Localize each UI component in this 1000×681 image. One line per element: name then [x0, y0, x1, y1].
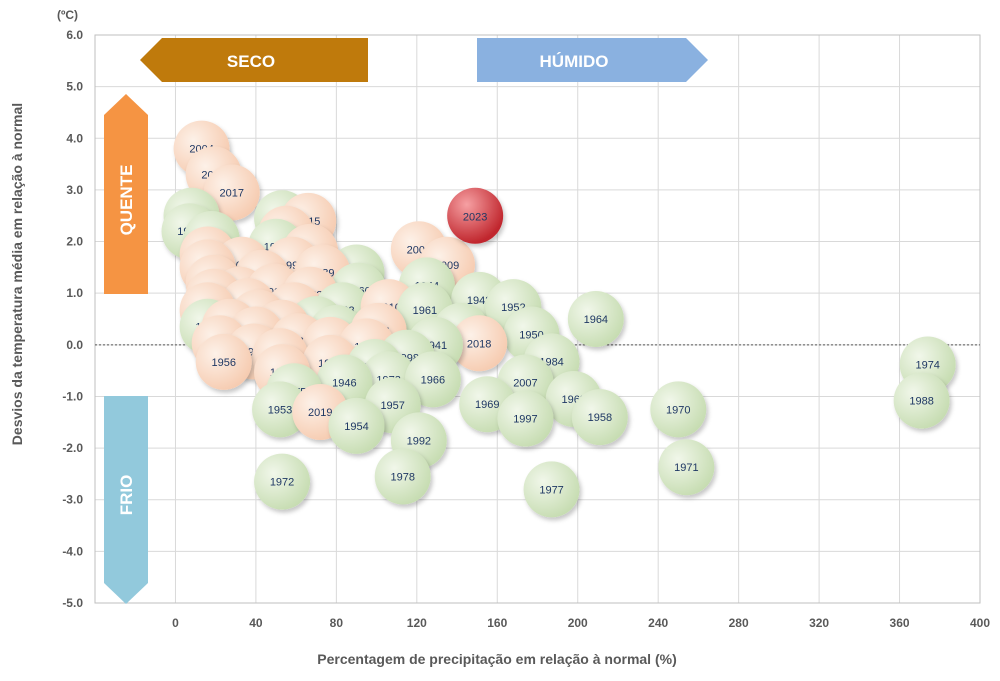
bubble-circle [328, 397, 385, 454]
bubble-1972: 1972 [254, 453, 311, 510]
bubble-label: 2023 [463, 212, 487, 224]
bubble-1953: 1953 [252, 381, 309, 438]
bubble-circle [523, 461, 580, 518]
bubble-label: 1957 [380, 400, 404, 412]
bubble-circle [567, 291, 624, 347]
y-tick-label: -2.0 [62, 441, 83, 455]
seco-arrow: SECO [140, 38, 368, 82]
bubble-label: 1961 [413, 305, 437, 317]
bubble-circle [447, 187, 504, 244]
bubble-label: 1964 [584, 314, 608, 326]
bubble-circle [374, 448, 431, 505]
y-tick-label: 6.0 [66, 28, 83, 42]
bubble-label: 1971 [674, 462, 698, 474]
x-tick-label: 160 [487, 616, 507, 630]
y-tick-labels: 6.0 5.0 4.0 3.0 2.0 1.0 0.0 -1.0 -2.0 -3.0 -4.0 -5.… [62, 28, 83, 610]
y-tick-label: -5.0 [62, 596, 83, 610]
y-axis-title: Desvios da temperatura média em relação … [9, 103, 25, 445]
plot-border [94, 34, 981, 604]
bubble-circle [404, 351, 461, 408]
bubble-1997: 1997 [497, 390, 554, 447]
humido-arrow-label: HÚMIDO [540, 52, 609, 71]
bubble-1977: 1977 [523, 461, 580, 518]
bubble-circle [254, 453, 311, 510]
x-tick-label: 120 [407, 616, 427, 630]
frio-arrow-label: FRIO [117, 475, 136, 516]
frio-arrow: FRIO [104, 396, 148, 604]
y-tick-label: -3.0 [62, 493, 83, 507]
x-tick-label: 240 [648, 616, 668, 630]
x-axis-title: Percentagem de precipitação em relação à… [317, 651, 676, 667]
x-tick-label: 0 [172, 616, 179, 630]
bubble-label: 2007 [513, 378, 537, 390]
bubble-label: 1966 [421, 374, 445, 386]
bubble-circle [252, 381, 309, 438]
bubble-circle [451, 315, 508, 372]
bubble-1956: 1956 [195, 333, 252, 390]
bubble-label: 2006 [407, 244, 431, 256]
y-tick-label: 1.0 [66, 286, 83, 300]
y-tick-label: 0.0 [66, 338, 83, 352]
x-tick-label: 400 [970, 616, 990, 630]
bubble-1954: 1954 [328, 397, 385, 454]
bubble-label: 1977 [539, 484, 563, 496]
x-tick-labels: 0 40 80 120 160 200 240 280 320 360 400 [172, 616, 990, 630]
bubble-circle [571, 389, 628, 446]
bubble-1964: 1964 [567, 291, 624, 347]
bubble-label: 2019 [308, 407, 332, 419]
x-tick-label: 40 [249, 616, 263, 630]
y-tick-label: 5.0 [66, 80, 83, 94]
bubble-label: 1997 [513, 414, 537, 426]
bubble-circle [497, 390, 554, 447]
bubble-circle [195, 333, 252, 390]
bubble-1988: 1988 [893, 372, 950, 429]
bubble-label: 1988 [909, 396, 933, 408]
bubble-label: 1978 [390, 471, 414, 483]
bubble-label: 1969 [475, 399, 499, 411]
bubble-label: 1953 [268, 404, 292, 416]
x-tick-label: 280 [729, 616, 749, 630]
y-tick-label: 2.0 [66, 235, 83, 249]
x-tick-label: 80 [330, 616, 344, 630]
bubble-1971: 1971 [658, 439, 715, 496]
y-tick-label: -4.0 [62, 544, 83, 558]
y-tick-label: 4.0 [66, 131, 83, 145]
bubbles: 2004200520171996197620151943200320001981… [161, 120, 956, 518]
bubble-label: 1956 [211, 357, 235, 369]
bubble-label: 1954 [344, 421, 368, 433]
quente-arrow-label: QUENTE [117, 165, 136, 236]
bubble-2023: 2023 [447, 187, 504, 244]
bubble-1966: 1966 [404, 351, 461, 408]
bubble-label: 1946 [332, 378, 356, 390]
quente-arrow: QUENTE [104, 94, 148, 294]
bubble-label: 1972 [270, 477, 294, 489]
y-tick-label: -1.0 [62, 389, 83, 403]
x-tick-label: 360 [890, 616, 910, 630]
bubble-1958: 1958 [571, 389, 628, 446]
bubble-label: 1974 [915, 359, 939, 371]
bubble-label: 2018 [467, 338, 491, 350]
bubble-circle [650, 381, 707, 438]
bubble-label: 1942 [467, 295, 491, 307]
bubble-1970: 1970 [650, 381, 707, 438]
x-tick-label: 200 [568, 616, 588, 630]
bubble-2018: 2018 [451, 315, 508, 372]
bubble-circle [658, 439, 715, 496]
bubble-1978: 1978 [374, 448, 431, 505]
y-unit-label: (ºC) [57, 8, 78, 22]
humido-arrow: HÚMIDO [477, 38, 708, 82]
bubble-label: 2017 [220, 187, 244, 199]
bubble-label: 1970 [666, 404, 690, 416]
seco-arrow-label: SECO [227, 52, 275, 71]
bubble-label: 1958 [588, 412, 612, 424]
bubble-label: 1992 [407, 435, 431, 447]
x-tick-label: 320 [809, 616, 829, 630]
y-tick-label: 3.0 [66, 183, 83, 197]
bubble-circle [893, 372, 950, 429]
